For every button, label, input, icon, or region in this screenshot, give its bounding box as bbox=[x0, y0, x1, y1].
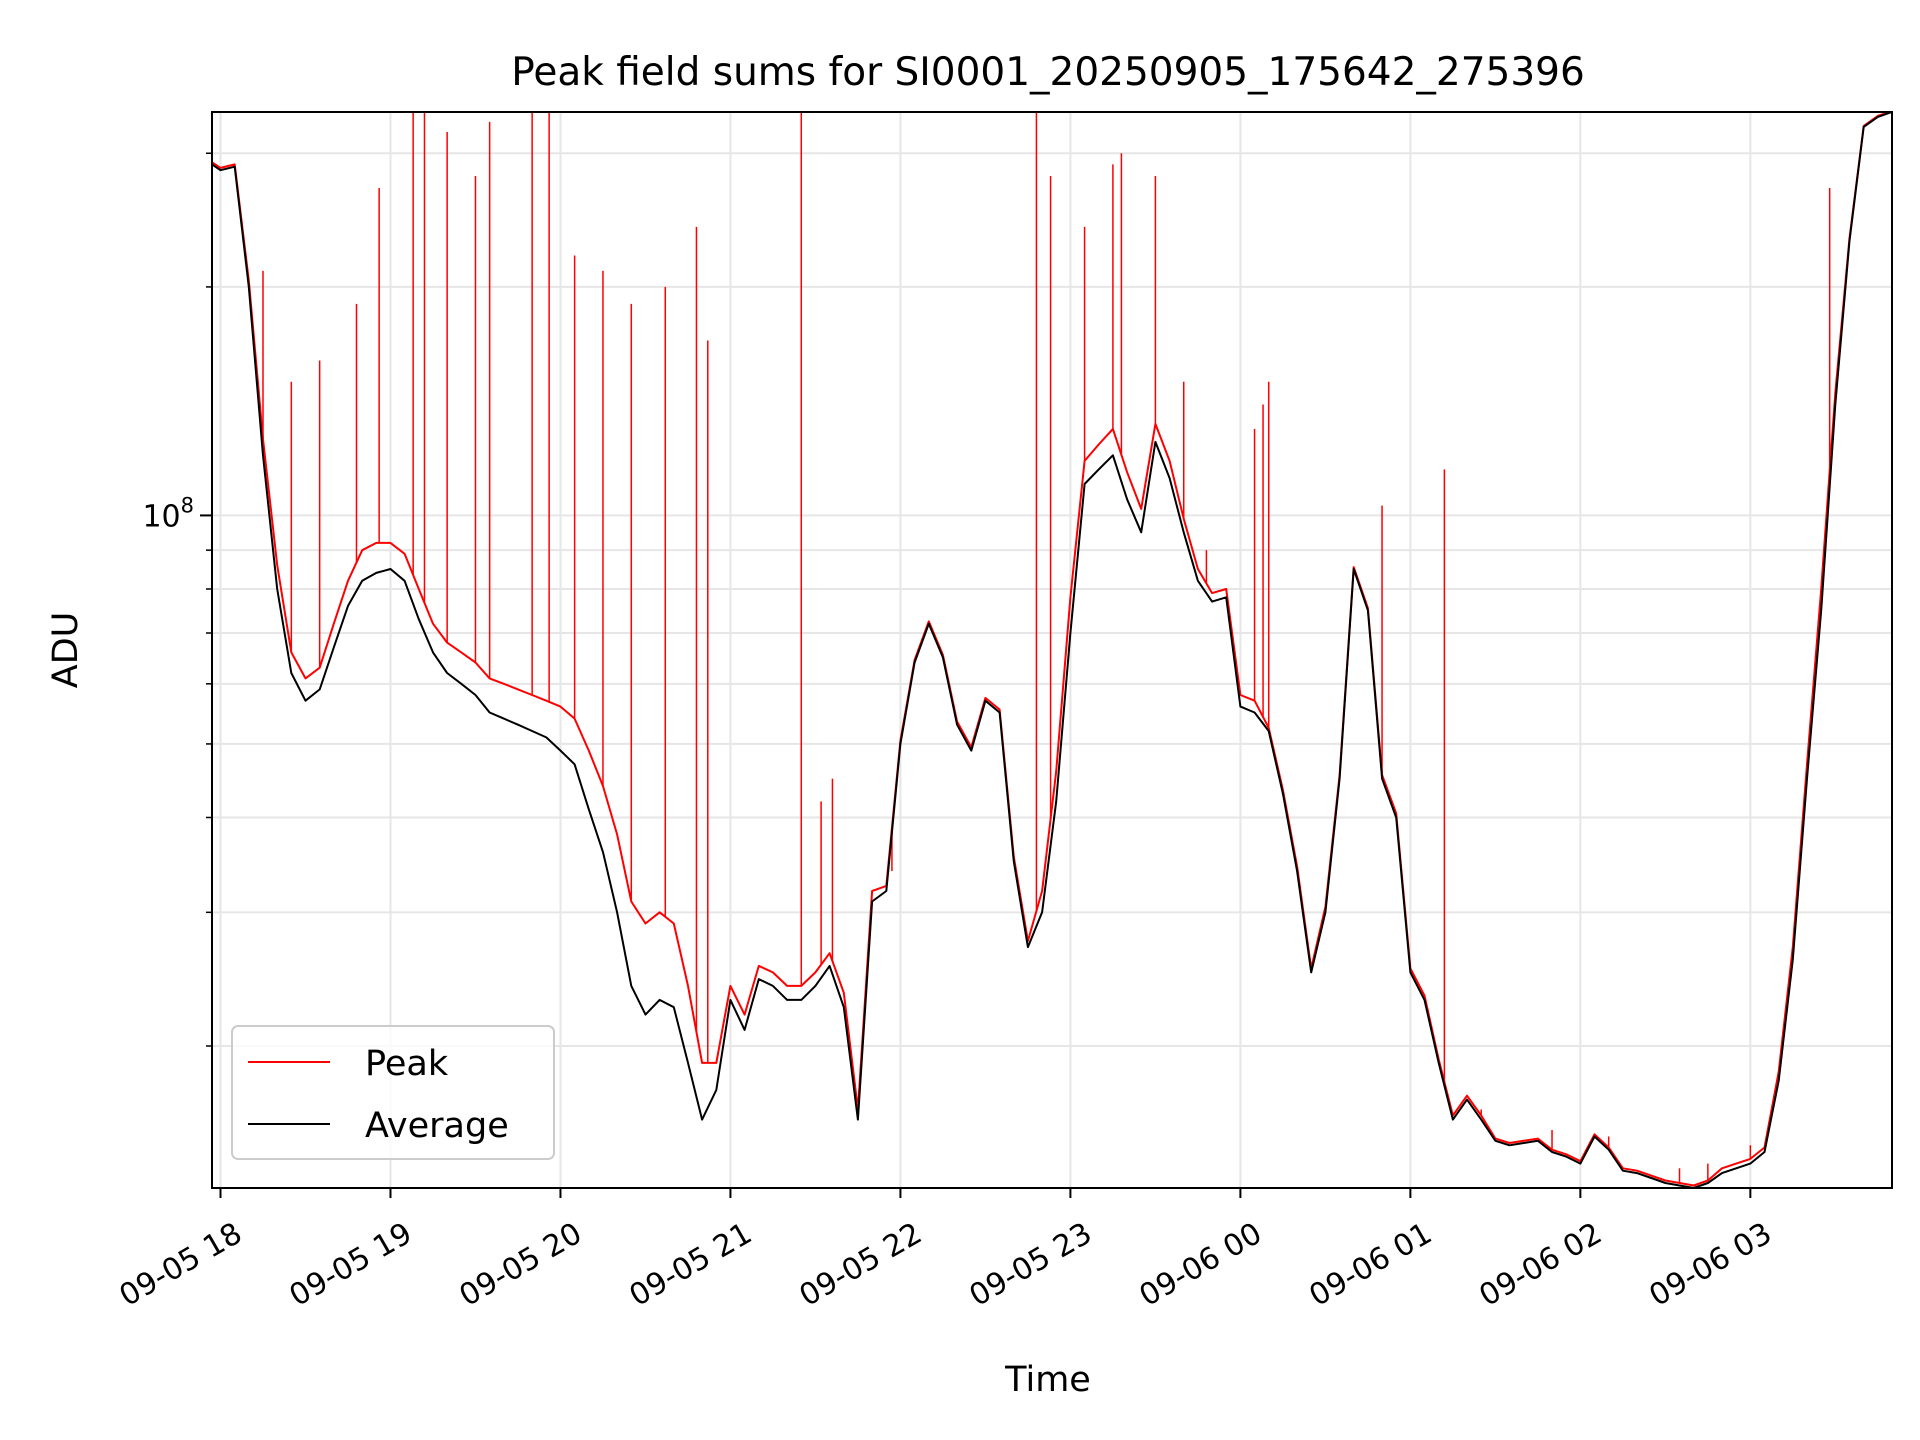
series-average-line bbox=[212, 112, 1892, 1188]
series-layer bbox=[212, 112, 1892, 1188]
legend-peak-label: Peak bbox=[365, 1044, 449, 1084]
legend-average-label: Average bbox=[365, 1106, 509, 1146]
y-axis-label: ADU bbox=[46, 612, 86, 689]
series-peak-line bbox=[212, 112, 1892, 1187]
plot-frame bbox=[211, 111, 1893, 1189]
legend-box bbox=[231, 1025, 555, 1160]
y-axis-ticks: 108 bbox=[142, 152, 212, 1047]
x-axis-label: Time bbox=[1004, 1360, 1091, 1400]
plot-area bbox=[212, 112, 1892, 1188]
chart-title: Peak field sums for SI0001_20250905_1756… bbox=[511, 50, 1585, 95]
y-tick-label: 108 bbox=[142, 493, 194, 534]
legend: Peak Average bbox=[231, 1025, 555, 1160]
